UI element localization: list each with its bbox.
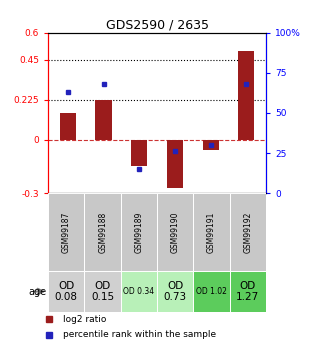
Title: GDS2590 / 2635: GDS2590 / 2635 <box>105 19 209 32</box>
Bar <box>48 271 85 312</box>
Bar <box>230 271 266 312</box>
Text: GSM99189: GSM99189 <box>134 211 143 253</box>
Text: OD
1.27: OD 1.27 <box>236 281 259 302</box>
Bar <box>121 271 157 312</box>
Bar <box>60 113 76 140</box>
Bar <box>193 271 230 312</box>
Bar <box>85 271 121 312</box>
Text: age: age <box>29 287 47 296</box>
Bar <box>157 271 193 312</box>
Bar <box>167 140 183 188</box>
Text: percentile rank within the sample: percentile rank within the sample <box>63 330 216 339</box>
Text: OD 0.34: OD 0.34 <box>123 287 155 296</box>
Text: GSM99191: GSM99191 <box>207 211 216 253</box>
Text: OD
0.15: OD 0.15 <box>91 281 114 302</box>
Bar <box>95 100 112 140</box>
Bar <box>48 193 85 271</box>
Text: GSM99187: GSM99187 <box>62 211 71 253</box>
Bar <box>193 193 230 271</box>
Text: GSM99190: GSM99190 <box>171 211 180 253</box>
Text: GSM99188: GSM99188 <box>98 211 107 253</box>
Text: OD 1.02: OD 1.02 <box>196 287 227 296</box>
Text: GSM99192: GSM99192 <box>243 211 252 253</box>
Bar <box>121 193 157 271</box>
Text: OD
0.08: OD 0.08 <box>55 281 78 302</box>
Bar <box>238 51 254 140</box>
Text: log2 ratio: log2 ratio <box>63 315 106 324</box>
Bar <box>85 193 121 271</box>
Bar <box>157 193 193 271</box>
Text: OD
0.73: OD 0.73 <box>164 281 187 302</box>
Bar <box>131 140 147 167</box>
Bar <box>230 193 266 271</box>
Bar <box>202 140 219 150</box>
